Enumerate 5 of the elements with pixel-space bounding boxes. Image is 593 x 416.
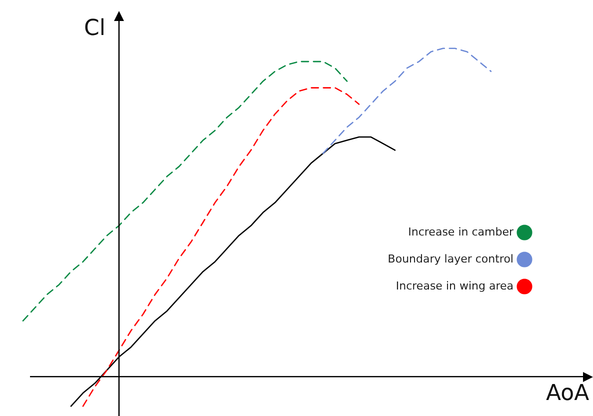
y-axis-title: Cl <box>84 16 106 41</box>
legend-label: Increase in camber <box>408 225 514 238</box>
legend-label: Boundary layer control <box>388 252 514 266</box>
x-axis-title: AoA <box>546 381 590 406</box>
legend-label: Increase in wing area <box>396 279 514 292</box>
